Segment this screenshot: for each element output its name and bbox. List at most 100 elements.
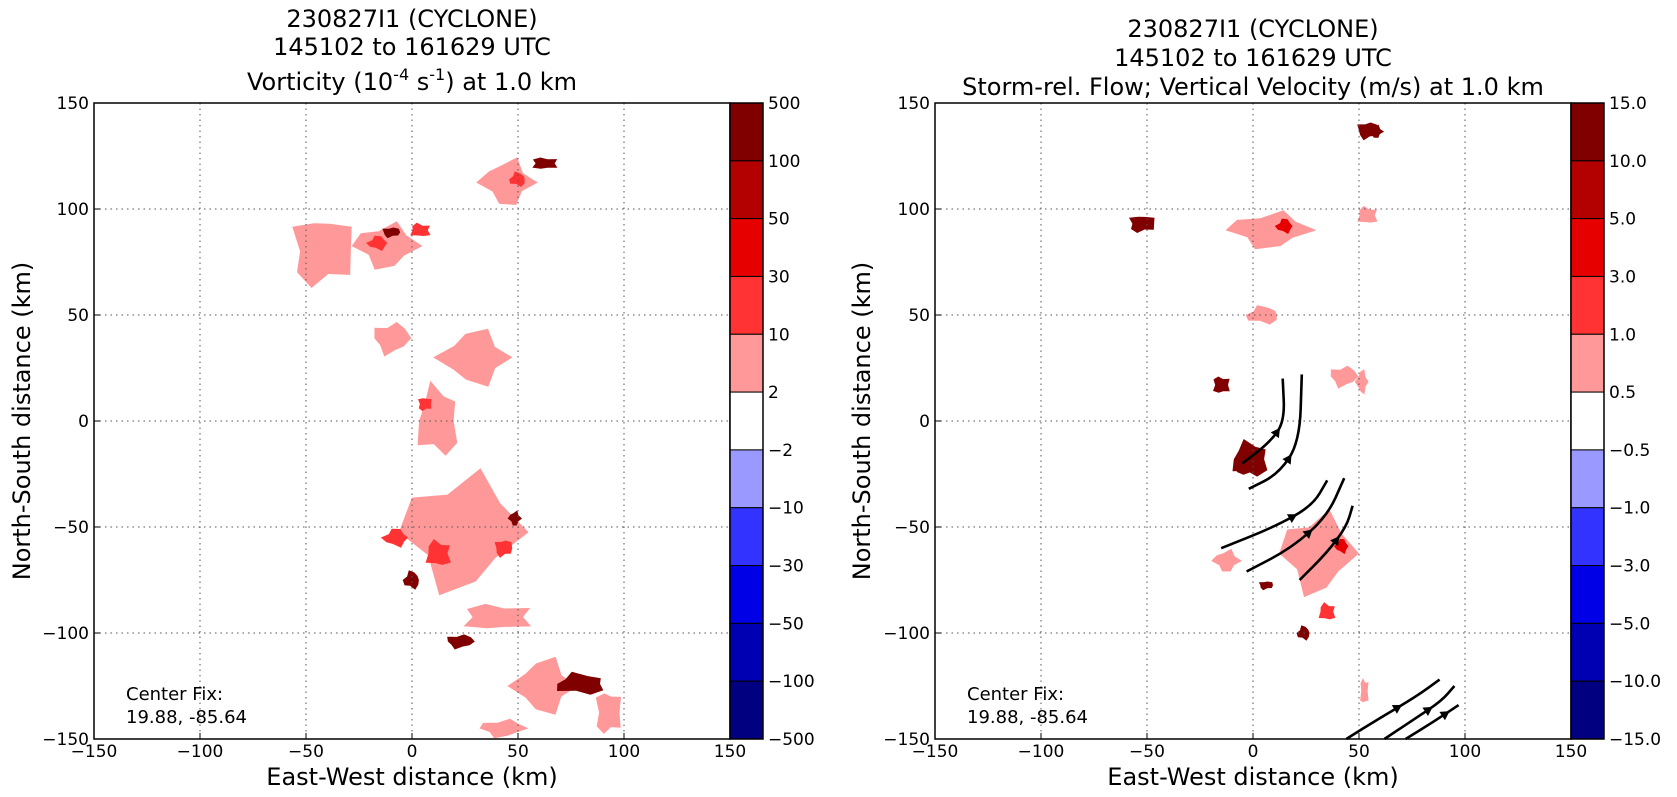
velocity-colorbar-label: −10.0 (1609, 672, 1661, 692)
vorticity-contour-region (557, 671, 604, 695)
velocity-colorbar-segment (1570, 218, 1605, 277)
vorticity-center-fix-coords: 19.88, -85.64 (126, 707, 247, 728)
vorticity-colorbar-segment (729, 160, 764, 220)
vorticity-contour-region (382, 227, 401, 239)
velocity-colorbar-segment (1570, 622, 1605, 682)
velocity-y-tick-label: −100 (883, 624, 930, 644)
vorticity-contour-region (402, 570, 419, 590)
vorticity-colorbar-segment (729, 565, 764, 624)
velocity-x-tick-label: 0 (1248, 742, 1259, 762)
velocity-contour-region (1330, 365, 1359, 389)
velocity-title-line-1: 230827I1 (CYCLONE) (1127, 15, 1378, 43)
streamline (1404, 704, 1460, 741)
vorticity-contour-region (532, 157, 558, 169)
vorticity-contour-region (595, 693, 621, 734)
vorticity-contour-region (425, 539, 451, 565)
vorticity-contour-region (366, 235, 388, 251)
velocity-contour-region (1318, 602, 1336, 620)
velocity-colorbar-segment (1570, 391, 1605, 451)
streamline-arrowhead (1422, 706, 1433, 716)
velocity-contour-region (1274, 218, 1293, 234)
vorticity-colorbar-label: 2 (768, 383, 779, 403)
streamline (1298, 505, 1354, 581)
velocity-x-ticks: −150 −100 −50 0 50 100 150 (912, 733, 1587, 762)
vorticity-title-line-3: Vorticity (10-4 s-1) at 1.0 km (247, 65, 577, 96)
velocity-colorbar-frame (1570, 102, 1605, 740)
velocity-contour-region (1357, 205, 1378, 223)
velocity-colorbar-segment (1570, 507, 1605, 567)
velocity-title-line-3: Storm-rel. Flow; Vertical Velocity (m/s)… (962, 73, 1544, 101)
velocity-colorbar-label: −1.0 (1609, 499, 1650, 519)
vorticity-x-tick-label: 100 (608, 742, 640, 762)
vorticity-contour-region (380, 528, 409, 548)
vorticity-title-line-1: 230827I1 (CYCLONE) (286, 5, 537, 33)
vorticity-contour-region (507, 656, 578, 715)
vorticity-field (292, 157, 621, 739)
vorticity-panel: 230827I1 (CYCLONE) 145102 to 161629 UTC … (8, 5, 815, 791)
velocity-x-tick-label: −50 (1129, 742, 1165, 762)
vorticity-center-fix-label: Center Fix: (126, 684, 223, 705)
velocity-title-line-2: 145102 to 161629 UTC (1114, 44, 1392, 72)
velocity-contour-region (1235, 461, 1261, 475)
vorticity-contour-region (398, 468, 529, 596)
velocity-colorbar-label: −0.5 (1609, 441, 1650, 461)
vorticity-x-tick-label: 150 (714, 742, 746, 762)
velocity-contour-region (1129, 216, 1155, 233)
streamline-arrowhead (1391, 704, 1403, 714)
vorticity-y-tick-label: 150 (57, 94, 89, 114)
vorticity-contour-region (507, 510, 522, 526)
vorticity-x-tick-label: −150 (71, 742, 118, 762)
vorticity-y-tick-label: 0 (78, 412, 89, 432)
streamline-arrowhead (1302, 529, 1313, 540)
velocity-contour-region (1354, 369, 1369, 395)
vorticity-colorbar-segment (729, 102, 764, 162)
vorticity-y-tick-label: −150 (42, 730, 89, 750)
velocity-y-tick-label: 50 (908, 306, 930, 326)
vorticity-colorbar-frame (729, 102, 764, 740)
vorticity-colorbar-label: −500 (768, 730, 815, 750)
velocity-colorbar-label: 5.0 (1609, 210, 1636, 230)
vorticity-colorbar-segment (729, 275, 764, 335)
vorticity-colorbar-label: −2 (768, 441, 793, 461)
vorticity-title-text: Vorticity (10 (247, 68, 393, 96)
velocity-y-tick-label: −150 (883, 730, 930, 750)
vorticity-y-tick-label: 50 (67, 306, 89, 326)
velocity-y-tick-label: 150 (898, 94, 930, 114)
vorticity-title-line-2: 145102 to 161629 UTC (273, 33, 551, 61)
vorticity-colorbar-segment (729, 333, 764, 393)
vorticity-contour-region (292, 223, 352, 288)
vorticity-y-tick-label: −100 (42, 624, 89, 644)
vorticity-contour-region (433, 328, 513, 387)
streamline (1345, 678, 1441, 741)
velocity-y-tick-label: 0 (919, 412, 930, 432)
vorticity-colorbar-segment (729, 449, 764, 509)
vorticity-colorbar-label: −30 (768, 557, 804, 577)
velocity-colorbar-label: −15.0 (1609, 730, 1661, 750)
velocity-y-axis-label: North-South distance (km) (848, 262, 876, 581)
velocity-grid (935, 103, 1571, 739)
vorticity-colorbar-segment (729, 507, 764, 567)
vorticity-contour-region (479, 718, 529, 739)
streamline (1248, 374, 1304, 490)
velocity-colorbar-segment (1570, 275, 1605, 335)
streamline-arrowhead (1286, 514, 1298, 523)
vorticity-contour-region (476, 157, 538, 205)
vorticity-y-ticks: 150 100 50 0 −50 −100 −150 (42, 94, 100, 750)
velocity-contour-region (1296, 625, 1310, 641)
vorticity-x-tick-label: 0 (407, 742, 418, 762)
vorticity-colorbar-segment (729, 680, 764, 740)
velocity-colorbar-label: 0.5 (1609, 383, 1636, 403)
velocity-contour-region (1367, 124, 1385, 138)
streamline (1383, 685, 1456, 741)
vorticity-title-suffix: ) at 1.0 km (445, 68, 577, 96)
velocity-colorbar-label: 3.0 (1609, 267, 1636, 287)
streamline (1246, 477, 1346, 573)
vorticity-contour-region (417, 380, 458, 456)
velocity-x-tick-label: −100 (1018, 742, 1065, 762)
velocity-x-axis-label: East-West distance (km) (1107, 763, 1398, 791)
vorticity-x-tick-label: −50 (288, 742, 324, 762)
velocity-colorbar-label: 1.0 (1609, 325, 1636, 345)
vorticity-contour-region (447, 634, 475, 650)
vorticity-colorbar-label: 100 (768, 152, 800, 172)
streamline-arrowhead (1270, 427, 1280, 439)
